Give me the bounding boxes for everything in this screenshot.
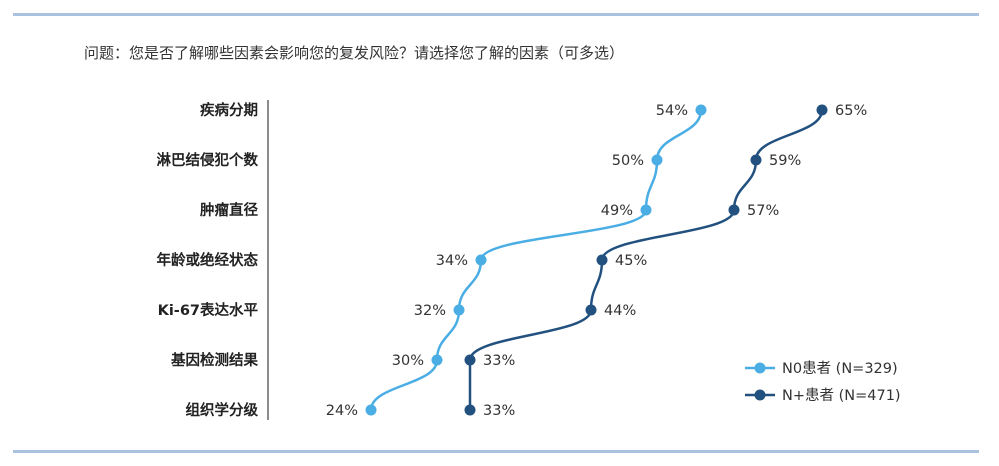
series-2-point	[750, 154, 762, 166]
series-2-value-label: 44%	[604, 303, 636, 319]
series-2-value-label: 33%	[483, 353, 515, 369]
series-1-value-label: 30%	[392, 353, 424, 369]
series-2-point	[464, 354, 476, 366]
series-1-value-label: 24%	[326, 403, 358, 419]
series-2-point	[728, 204, 740, 216]
series-2-value-label: 57%	[747, 203, 779, 219]
series-1-value-label: 49%	[601, 203, 633, 219]
series-1-value-label: 50%	[612, 153, 644, 169]
series-2-point	[816, 104, 828, 116]
series-1-point	[431, 354, 443, 366]
legend-swatch-marker	[754, 389, 766, 401]
series-1-point	[695, 104, 707, 116]
series-1-point	[651, 154, 663, 166]
question-text: 问题：您是否了解哪些因素会影响您的复发风险？请选择您了解的因素（可多选）	[84, 44, 625, 62]
series-1-value-label: 32%	[414, 303, 446, 319]
legend: N0患者 (N=329) N+患者 (N=471)	[745, 360, 901, 404]
category-label: 肿瘤直径	[200, 201, 258, 219]
series-2-point	[596, 254, 608, 266]
series-2-value-label: 45%	[615, 253, 647, 269]
category-label: 淋巴结侵犯个数	[157, 151, 259, 169]
series-1-point	[640, 204, 652, 216]
series-1-value-label: 54%	[656, 103, 688, 119]
category-label: 基因检测结果	[170, 351, 258, 369]
series-2-point	[464, 404, 476, 416]
series-group: 54% 50% 49% 34% 32% 30% 24% 65% 59% 57% 45% 44% 33% 3…	[326, 103, 867, 419]
category-label: Ki-67表达水平	[158, 301, 259, 319]
legend-swatch-marker	[754, 362, 766, 374]
legend-label: N+患者 (N=471)	[782, 387, 901, 404]
category-label: 年龄或绝经状态	[157, 251, 259, 269]
series-1-point	[365, 404, 377, 416]
series-2-value-label: 65%	[835, 103, 867, 119]
series-1-value-label: 34%	[436, 253, 468, 269]
series-2-value-label: 33%	[483, 403, 515, 419]
series-2-point	[585, 304, 597, 316]
legend-label: N0患者 (N=329)	[782, 360, 898, 377]
bottom-divider	[13, 450, 979, 453]
series-2-value-label: 59%	[769, 153, 801, 169]
series-1-point	[453, 304, 465, 316]
top-divider	[13, 13, 979, 16]
category-label: 组织学分级	[186, 401, 259, 419]
category-label: 疾病分期	[200, 101, 258, 119]
series-1-point	[475, 254, 487, 266]
